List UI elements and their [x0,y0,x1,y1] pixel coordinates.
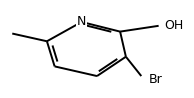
Text: N: N [77,15,86,28]
Text: OH: OH [164,19,184,32]
Text: Br: Br [149,73,163,86]
